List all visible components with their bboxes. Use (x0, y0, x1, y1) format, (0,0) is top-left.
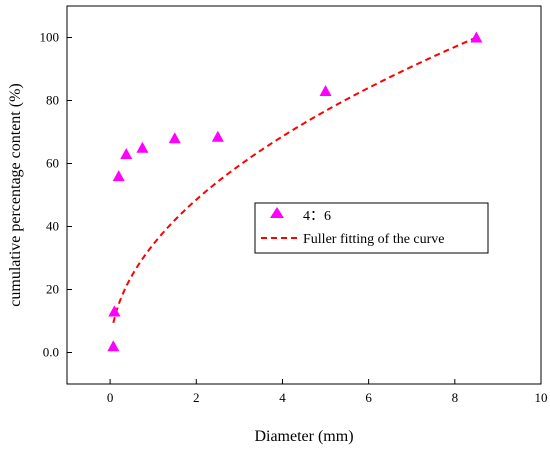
data-point (470, 31, 483, 43)
legend: 4：6 Fuller fitting of the curve (254, 202, 489, 254)
data-point (112, 170, 125, 182)
data-point (108, 305, 121, 317)
legend-marker-triangle (270, 207, 284, 218)
y-tick-label: 0.0 (43, 345, 59, 360)
x-tick-label: 0 (107, 390, 114, 405)
y-tick-label: 40 (46, 219, 59, 234)
x-tick-label: 4 (279, 390, 286, 405)
y-tick-label: 100 (40, 30, 60, 45)
y-axis-title: cumulative percentage content (%) (7, 83, 24, 306)
legend-label-fit: Fuller fitting of the curve (303, 232, 445, 247)
x-tick-label: 2 (193, 390, 200, 405)
fuller-fit-curve (112, 36, 477, 324)
x-axis-title: Diameter (mm) (254, 428, 353, 445)
x-tick-label: 8 (452, 390, 459, 405)
legend-box (254, 202, 489, 254)
data-point (107, 340, 120, 352)
data-point (168, 132, 181, 144)
y-tick-label: 80 (46, 93, 59, 108)
y-tick-label: 20 (46, 282, 59, 297)
y-tick-label: 60 (46, 156, 59, 171)
y-axis-ticks: 0.0 20 40 60 80 100 (40, 30, 72, 360)
x-tick-label: 10 (535, 390, 548, 405)
data-point (211, 130, 224, 142)
data-point (120, 148, 133, 160)
legend-label-data: 4：6 (303, 209, 331, 224)
x-axis-ticks: 0 2 4 6 8 10 (107, 379, 548, 405)
x-tick-label: 6 (365, 390, 372, 405)
plot-frame (66, 5, 542, 385)
data-point (136, 141, 149, 153)
data-point (319, 85, 332, 97)
data-points (107, 31, 483, 352)
